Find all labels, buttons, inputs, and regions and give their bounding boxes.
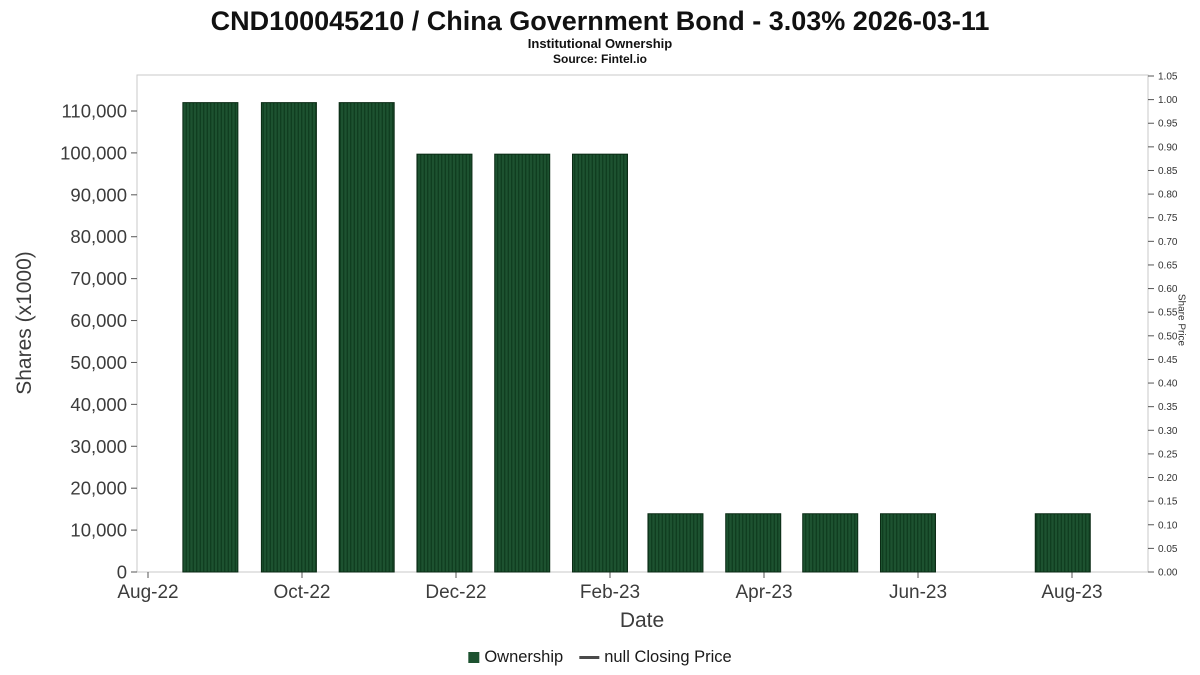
left-axis-tick-label: 60,000 <box>70 310 127 331</box>
right-axis-tick-label: 0.20 <box>1158 473 1178 484</box>
legend-ownership-swatch-icon <box>468 652 480 663</box>
plot-border <box>136 74 1149 573</box>
legend-item-closing-price: null Closing Price <box>579 648 732 667</box>
right-axis-tick-label: 0.85 <box>1158 166 1178 177</box>
ownership-bar <box>879 513 936 573</box>
chart-title: CND100045210 / China Government Bond - 3… <box>210 6 990 36</box>
left-axis-tick-label: 110,000 <box>62 101 128 122</box>
ownership-bar <box>494 153 551 573</box>
right-axis-tick-label: 1.00 <box>1158 95 1178 106</box>
chart-legend: Ownership null Closing Price <box>468 648 732 667</box>
ownership-bar <box>260 102 317 573</box>
x-axis-tick-label: Apr-23 <box>735 582 792 603</box>
left-axis-tick-label: 80,000 <box>70 226 127 247</box>
ownership-bar <box>802 513 859 573</box>
right-axis-tick-label: 0.60 <box>1158 284 1178 295</box>
legend-ownership-label: Ownership <box>484 648 564 666</box>
legend-price-line-icon <box>579 656 600 659</box>
right-axis-tick-label: 0.05 <box>1158 544 1178 555</box>
right-axis-tick-label: 0.70 <box>1158 237 1178 248</box>
ownership-bar <box>571 153 628 573</box>
left-axis-tick-label: 50,000 <box>70 352 127 373</box>
chart-source: Source: Fintel.io <box>552 52 647 66</box>
legend-price-label: null Closing Price <box>604 648 732 666</box>
chart-subtitle: Institutional Ownership <box>527 36 673 51</box>
ownership-bar <box>338 102 395 573</box>
left-axis-tick-label: 10,000 <box>70 520 127 541</box>
x-axis-tick-label: Feb-23 <box>580 582 640 603</box>
right-axis-tick-label: 0.40 <box>1158 379 1178 390</box>
x-axis-tick-label: Aug-22 <box>117 582 178 603</box>
ownership-bar <box>725 513 782 573</box>
y-axis-label-left: Shares (x1000) <box>13 251 36 395</box>
right-axis-tick-label: 0.90 <box>1158 142 1178 153</box>
ownership-bar <box>1034 513 1091 573</box>
left-axis-tick-label: 0 <box>117 562 127 583</box>
right-axis-tick-label: 0.15 <box>1158 497 1178 508</box>
ownership-bar <box>647 513 704 573</box>
left-axis-tick-label: 20,000 <box>70 478 127 499</box>
right-axis-tick-label: 0.25 <box>1158 449 1178 460</box>
ownership-bar <box>416 153 473 573</box>
right-axis-tick-label: 0.45 <box>1158 355 1178 366</box>
right-axis-tick-label: 0.00 <box>1158 568 1178 579</box>
x-axis-label: Date <box>619 609 665 632</box>
right-axis-tick-label: 0.10 <box>1158 520 1178 531</box>
left-axis-tick-label: 70,000 <box>70 268 127 289</box>
x-axis-tick-label: Oct-22 <box>273 582 330 603</box>
right-axis-tick-label: 1.05 <box>1158 72 1178 83</box>
x-axis-tick-label: Jun-23 <box>889 582 947 603</box>
right-axis-tick-label: 0.75 <box>1158 213 1178 224</box>
right-axis-tick-label: 0.50 <box>1158 331 1178 342</box>
right-axis-tick-label: 0.95 <box>1158 119 1178 130</box>
right-axis-tick-label: 0.65 <box>1158 260 1178 271</box>
left-axis-tick-label: 90,000 <box>70 184 127 205</box>
x-axis-tick-label: Aug-23 <box>1041 582 1102 603</box>
right-axis-tick-label: 0.30 <box>1158 426 1178 437</box>
x-axis-tick-label: Dec-22 <box>425 582 486 603</box>
left-axis-tick-label: 30,000 <box>70 436 127 457</box>
y-axis-label-right: Share Price <box>1175 293 1187 347</box>
right-axis-tick-label: 0.55 <box>1158 308 1178 319</box>
left-axis-tick-label: 100,000 <box>60 142 127 163</box>
legend-item-ownership: Ownership <box>468 648 563 667</box>
ownership-bar <box>182 102 239 573</box>
left-axis-tick-label: 40,000 <box>70 394 127 415</box>
right-axis-tick-label: 0.80 <box>1158 190 1178 201</box>
right-axis-tick-label: 0.35 <box>1158 402 1178 413</box>
